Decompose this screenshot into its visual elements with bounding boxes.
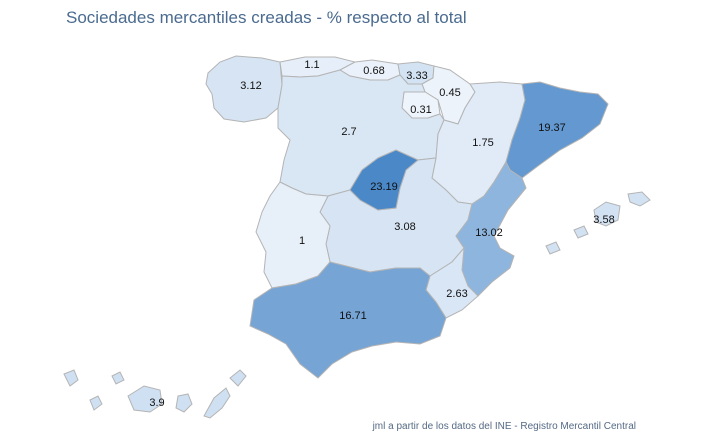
region-andalucia[interactable]: 16.71 — [249, 261, 447, 379]
region-label-asturias: 1.1 — [304, 59, 319, 71]
region-label-pais-vasco: 3.33 — [406, 70, 427, 82]
region-label-valencia: 13.02 — [475, 227, 503, 239]
region-label-canarias: 3.9 — [149, 397, 164, 409]
region-label-madrid: 23.19 — [370, 181, 398, 193]
region-valencia[interactable]: 13.02 — [455, 160, 527, 297]
region-asturias[interactable]: 1.1 — [279, 56, 357, 78]
region-cataluna[interactable]: 19.37 — [505, 81, 609, 179]
region-label-baleares: 3.58 — [593, 214, 614, 226]
region-extremadura[interactable]: 1 — [255, 181, 331, 289]
region-galicia[interactable]: 3.12 — [205, 55, 283, 123]
map-title: Sociedades mercantiles creadas - % respe… — [66, 8, 467, 27]
region-label-andalucia: 16.71 — [339, 310, 367, 322]
region-label-aragon: 1.75 — [472, 137, 493, 149]
region-label-cataluna: 19.37 — [538, 122, 566, 134]
region-baleares[interactable]: 3.58 — [545, 191, 651, 255]
region-label-galicia: 3.12 — [240, 80, 261, 92]
region-label-cantabria: 0.68 — [363, 65, 384, 77]
region-label-castilla-leon: 2.7 — [341, 126, 356, 138]
region-label-la-rioja: 0.31 — [410, 104, 431, 116]
region-cantabria[interactable]: 0.68 — [338, 59, 401, 81]
region-label-extremadura: 1 — [299, 235, 305, 247]
region-madrid[interactable]: 23.19 — [349, 149, 419, 211]
region-label-navarra: 0.45 — [439, 87, 460, 99]
region-label-murcia: 2.63 — [446, 288, 467, 300]
region-label-castilla-la-mancha: 3.08 — [394, 221, 415, 233]
source-note: jml a partir de los datos del INE - Regi… — [372, 421, 636, 432]
region-canarias[interactable]: 3.9 — [63, 369, 247, 419]
